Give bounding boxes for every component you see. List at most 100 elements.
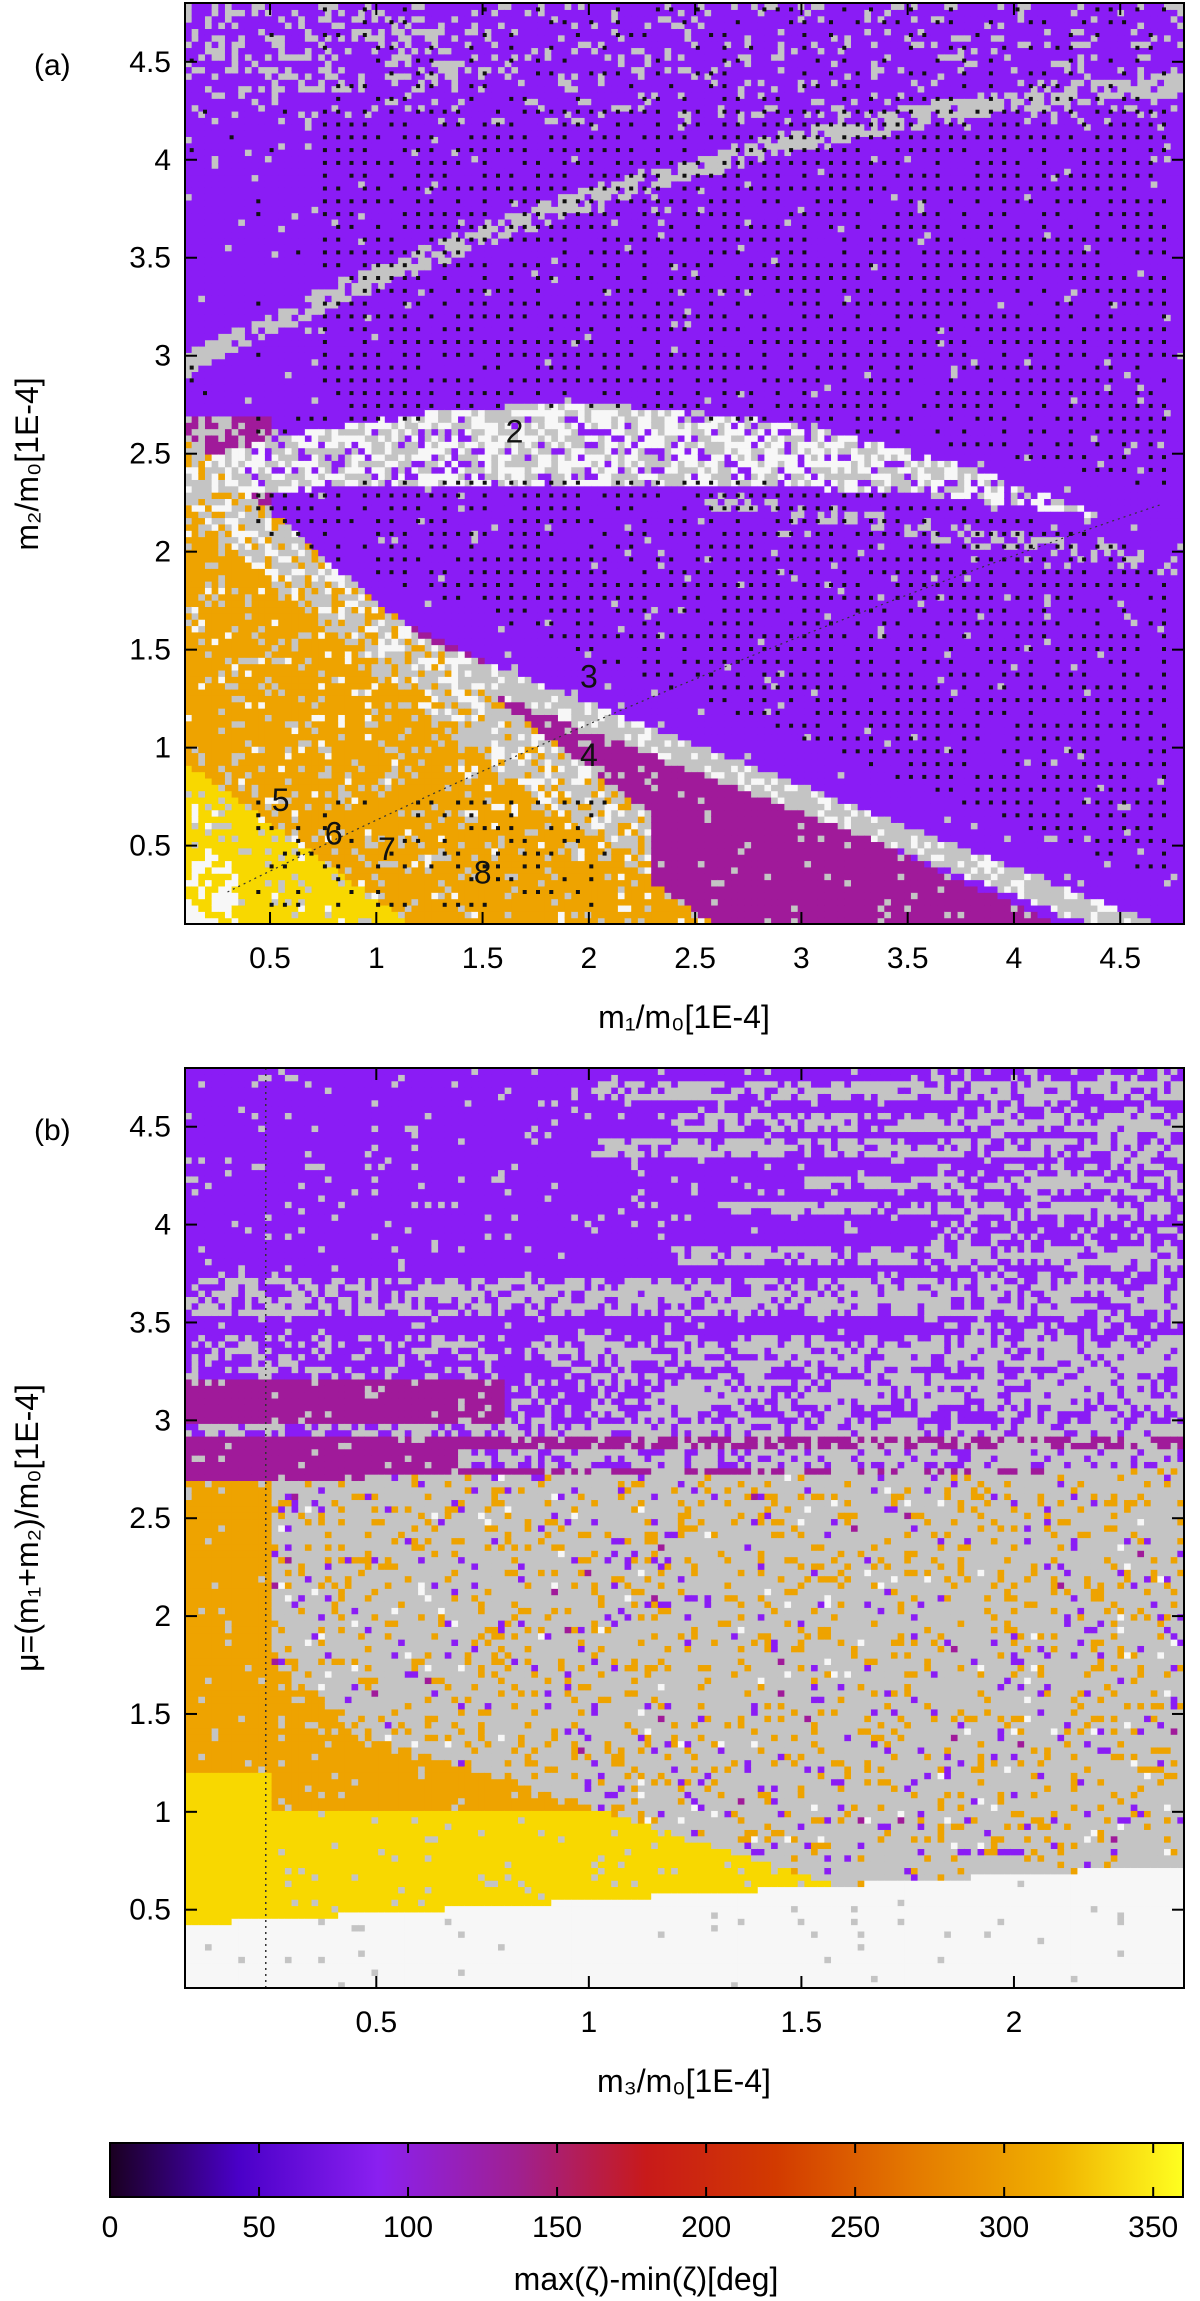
heatmap-cell [391,231,399,239]
heatmap-cell [404,142,413,150]
heatmap-cell [291,663,299,671]
heatmap-cell [185,688,193,696]
heatmap-cell [244,733,253,741]
heatmap-cell [318,606,326,614]
heatmap-cell [231,708,239,715]
heatmap-cell [344,803,353,811]
heatmap-cell [238,727,246,735]
heatmap-cell [258,149,266,157]
heatmap-cell [358,136,366,144]
heatmap-cell [191,66,199,74]
heatmap-cell [258,835,266,843]
heatmap-cell [298,453,306,461]
heatmap-cell [391,460,399,468]
heatmap-cell [191,314,199,322]
heatmap-cell [378,206,386,214]
heatmap-cell [364,581,373,588]
heatmap-cell [251,358,259,366]
heatmap-cell [231,352,239,360]
heatmap-cell [244,790,253,798]
heatmap-cell [338,701,346,709]
heatmap-cell [251,822,259,830]
heatmap-cell [324,650,333,658]
heatmap-cell [278,504,286,512]
heatmap-cell [324,511,333,519]
heatmap-cell [331,91,339,99]
heatmap-cell [358,187,366,195]
heatmap-cell [258,269,266,277]
heatmap-cell [258,409,266,417]
heatmap-cell [298,428,306,436]
heatmap-cell [318,816,326,823]
heatmap-cell [218,117,226,125]
heatmap-cell [231,752,239,760]
heatmap-cell [338,739,346,747]
heatmap-cell [371,549,379,557]
heatmap-cell [324,142,333,150]
heatmap-cell [198,828,206,836]
heatmap-cell [311,365,319,372]
heatmap-cell [244,434,253,442]
heatmap-cell [258,72,266,80]
heatmap-cell [358,479,366,487]
heatmap-cell [278,669,286,677]
heatmap-cell [338,816,346,823]
heatmap-cell [378,307,386,315]
heatmap-cell [271,180,279,188]
heatmap-cell [198,492,206,500]
heatmap-cell [224,625,233,633]
heatmap-cell [364,307,373,315]
heatmap-cell [198,231,206,239]
heatmap-cell [224,676,233,684]
heatmap-cell [231,733,239,741]
heatmap-cell [358,307,366,315]
heatmap-cell [211,885,219,893]
heatmap-cell [271,422,279,430]
heatmap-cell [398,803,406,811]
heatmap-cell [364,282,373,290]
heatmap-cell [244,511,253,519]
heatmap-cell [398,441,406,449]
heatmap-cell [278,53,286,61]
heatmap-cell [191,879,199,887]
heatmap-cell [238,758,246,766]
heatmap-cell [238,631,246,639]
heatmap-cell [298,492,306,500]
heatmap-cell [331,885,339,893]
heatmap-cell [384,600,393,608]
heatmap-cell [298,587,306,595]
heatmap-cell [378,168,386,176]
heatmap-cell [258,682,266,690]
heatmap-cell [304,288,313,296]
heatmap-cell [284,511,293,519]
heatmap-cell [258,447,266,455]
heatmap-cell [284,60,293,68]
heatmap-cell [384,161,393,169]
heatmap-cell [185,796,193,804]
heatmap-cell [218,453,226,461]
heatmap-cell [404,123,413,131]
heatmap-cell [218,854,226,862]
heatmap-cell [218,98,226,106]
heatmap-cell [371,777,379,785]
heatmap-cell [244,784,253,792]
heatmap-cell [211,688,219,696]
heatmap-cell [351,333,359,341]
heatmap-cell [284,282,293,290]
heatmap-cell [204,517,213,525]
heatmap-cell [185,708,193,715]
heatmap-cell [278,60,286,68]
heatmap-cell [218,428,226,436]
heatmap-cell [384,301,393,309]
heatmap-cell [378,517,386,525]
heatmap-cell [185,879,193,887]
heatmap-cell [185,720,193,728]
heatmap-cell [244,549,253,557]
heatmap-cell [358,885,366,893]
heatmap-cell [271,511,279,519]
heatmap-cell [411,581,419,588]
heatmap-cell [224,485,233,493]
heatmap-cell [191,860,199,868]
heatmap-cell [204,885,213,893]
heatmap-cell [384,841,393,849]
